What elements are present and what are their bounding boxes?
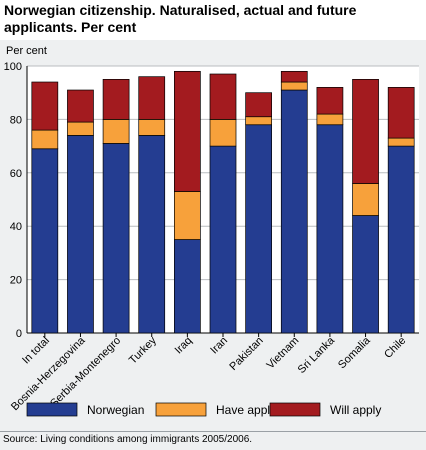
bar-norwegian — [174, 239, 201, 334]
legend-label: Have applied — [216, 403, 286, 417]
bar-will-apply — [316, 87, 344, 115]
legend-label: Will apply — [330, 403, 381, 417]
bar-have-applied — [138, 119, 166, 136]
title-background — [0, 0, 426, 40]
bar-will-apply — [280, 70, 308, 83]
x-tick-label: Iraq — [173, 335, 195, 357]
x-tick-label: Chile — [382, 335, 408, 361]
bar-norwegian — [67, 135, 94, 334]
bar-norwegian — [138, 135, 166, 334]
bar-have-applied — [316, 113, 344, 126]
x-tick-label: Somalia — [336, 334, 373, 371]
legend-swatch — [26, 402, 78, 417]
bar-norwegian — [209, 145, 237, 334]
y-tick-label: 20 — [10, 275, 22, 287]
bar-norwegian — [102, 143, 130, 334]
y-tick-label: 40 — [10, 221, 22, 233]
x-tick-label: Sri Lanka — [296, 334, 338, 376]
bar-have-applied — [280, 81, 308, 91]
y-tick-label: 100 — [4, 61, 22, 73]
bar-norwegian — [31, 148, 59, 334]
y-tick-label: 0 — [16, 328, 22, 340]
y-tick-label: 60 — [10, 168, 22, 180]
bar-have-applied — [31, 129, 59, 150]
chart-title: Norwegian citizenship. Naturalised, actu… — [4, 2, 357, 35]
bar-norwegian — [280, 89, 308, 334]
source-note: Source: Living conditions among immigran… — [3, 434, 253, 445]
bar-norwegian — [352, 215, 379, 334]
x-tick-label: In total — [20, 335, 52, 367]
bar-norwegian — [387, 145, 415, 334]
legend-swatch — [155, 402, 207, 417]
bar-will-apply — [31, 81, 59, 131]
x-tick-label: Serbia-Montenegro — [48, 335, 123, 410]
bar-will-apply — [138, 76, 166, 120]
bar-have-applied — [245, 116, 272, 126]
bar-have-applied — [387, 137, 415, 147]
bar-will-apply — [387, 87, 415, 139]
bar-will-apply — [174, 70, 201, 192]
bar-have-applied — [209, 119, 237, 147]
bar-have-applied — [352, 183, 379, 216]
bar-will-apply — [209, 73, 237, 120]
bar-norwegian — [316, 124, 344, 334]
x-tick-label: Turkey — [127, 334, 159, 366]
bar-will-apply — [67, 89, 94, 123]
bar-will-apply — [352, 78, 379, 184]
legend-label: Norwegian — [87, 403, 144, 417]
x-tick-label: Pakistan — [227, 335, 265, 373]
y-axis-label: Per cent — [6, 45, 47, 57]
bar-have-applied — [67, 121, 94, 136]
legend-swatch — [269, 402, 321, 417]
footer-divider — [0, 431, 426, 432]
x-tick-label: Iran — [208, 335, 230, 357]
bar-norwegian — [245, 124, 272, 334]
bar-will-apply — [245, 92, 272, 118]
bar-have-applied — [174, 191, 201, 240]
y-tick-label: 80 — [10, 114, 22, 126]
bar-will-apply — [102, 78, 130, 120]
bar-have-applied — [102, 119, 130, 144]
